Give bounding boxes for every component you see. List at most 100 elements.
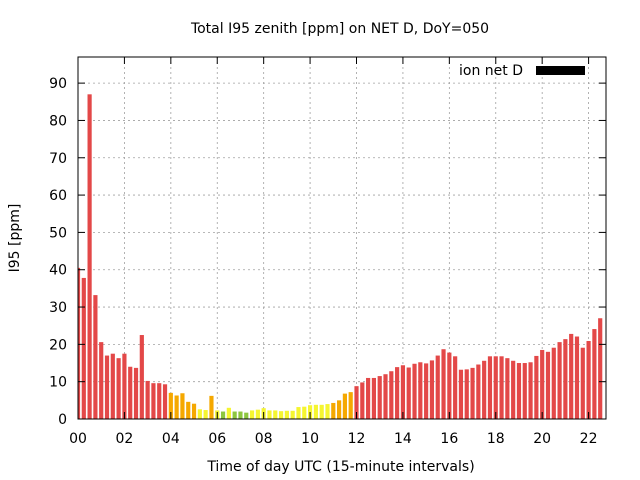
bar [499, 356, 504, 419]
bar [99, 342, 104, 419]
bar [290, 410, 295, 419]
bar [522, 363, 527, 419]
x-tick-label: 12 [348, 431, 366, 447]
bar [447, 352, 452, 419]
bar [540, 349, 545, 419]
bar [342, 393, 347, 419]
bar [412, 363, 417, 419]
bar [418, 362, 423, 419]
bar [400, 365, 406, 419]
bar [383, 374, 388, 419]
bar [551, 347, 556, 419]
y-tick-label: 80 [49, 113, 67, 129]
bar [78, 267, 81, 419]
bar [557, 342, 562, 419]
bar [325, 404, 330, 419]
y-tick-label: 10 [49, 375, 67, 391]
bar [197, 409, 202, 419]
bar [534, 355, 539, 419]
legend-swatch [536, 66, 585, 75]
bar [476, 364, 481, 419]
x-tick-labels: 00 02 04 06 08 10 12 14 16 18 20 22 [69, 431, 597, 447]
y-axis-label: I95 [ppm] [7, 204, 23, 273]
y-tick-label: 70 [49, 151, 67, 167]
bar [453, 356, 458, 419]
bar [331, 402, 336, 419]
bar [255, 409, 260, 419]
bar [249, 410, 255, 419]
bar [389, 371, 394, 419]
bar [116, 358, 121, 419]
bar [586, 341, 591, 419]
x-tick-label: 20 [533, 431, 551, 447]
bar [377, 376, 382, 419]
bar [569, 333, 574, 419]
bar [366, 377, 371, 419]
x-tick-label: 04 [162, 431, 180, 447]
legend: ion net D [459, 63, 585, 79]
bar-series [78, 94, 603, 420]
bar [139, 335, 144, 419]
bar [238, 411, 243, 419]
bar [360, 382, 365, 419]
bar [284, 410, 289, 419]
y-tick-label: 40 [49, 263, 67, 279]
bar [93, 295, 98, 419]
y-tick-label: 30 [49, 300, 67, 316]
x-tick-label: 02 [116, 431, 134, 447]
bar [580, 347, 585, 419]
bar [319, 404, 324, 419]
bar [505, 358, 510, 419]
y-tick-label: 0 [58, 412, 67, 428]
x-tick-label: 14 [394, 431, 412, 447]
bar [145, 380, 150, 419]
bar [598, 318, 603, 419]
y-tick-label: 60 [49, 188, 67, 204]
bar [435, 355, 440, 419]
y-tick-label: 90 [49, 76, 67, 92]
bar [482, 360, 487, 419]
bar [220, 411, 226, 419]
legend-label: ion net D [459, 63, 523, 79]
bar [493, 356, 498, 419]
bar [87, 94, 92, 420]
x-tick-label: 10 [301, 431, 319, 447]
bar [429, 360, 435, 419]
bar [563, 339, 568, 419]
bar [128, 366, 133, 419]
bar [104, 355, 110, 419]
bar [232, 411, 237, 419]
axis-ticks [77, 57, 606, 420]
bar [296, 407, 301, 419]
bar [278, 411, 284, 419]
bar [122, 353, 127, 419]
bar [180, 393, 185, 419]
y-tick-label: 50 [49, 225, 67, 241]
bar [174, 395, 179, 419]
bar [511, 360, 516, 419]
x-tick-label: 00 [69, 431, 87, 447]
x-tick-label: 18 [487, 431, 505, 447]
bar [470, 367, 475, 419]
bar [424, 363, 429, 419]
y-tick-labels: 0 10 20 30 40 50 60 70 80 90 [49, 76, 67, 428]
plot-frame [77, 56, 607, 420]
bar [110, 353, 115, 419]
bar [302, 406, 307, 419]
bar [209, 395, 214, 419]
bar [458, 369, 464, 419]
x-tick-label: 16 [440, 431, 458, 447]
x-tick-label: 22 [580, 431, 598, 447]
bar [244, 412, 249, 419]
bar [528, 362, 533, 419]
bar [313, 404, 318, 419]
bar [162, 384, 168, 419]
bar [151, 383, 156, 419]
bar [464, 369, 469, 419]
bar [168, 392, 173, 419]
bar [337, 400, 342, 419]
bar [348, 392, 353, 419]
bar [395, 367, 400, 419]
x-axis-label: Time of day UTC (15-minute intervals) [206, 459, 474, 475]
